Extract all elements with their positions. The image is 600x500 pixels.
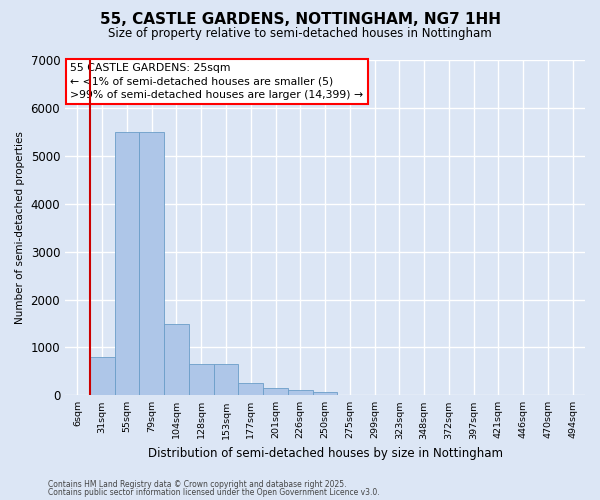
Text: Contains public sector information licensed under the Open Government Licence v3: Contains public sector information licen… — [48, 488, 380, 497]
Bar — [238, 383, 263, 396]
Text: Size of property relative to semi-detached houses in Nottingham: Size of property relative to semi-detach… — [108, 28, 492, 40]
Bar — [139, 132, 164, 396]
Text: 55, CASTLE GARDENS, NOTTINGHAM, NG7 1HH: 55, CASTLE GARDENS, NOTTINGHAM, NG7 1HH — [100, 12, 500, 28]
Y-axis label: Number of semi-detached properties: Number of semi-detached properties — [15, 131, 25, 324]
Bar — [115, 132, 139, 396]
Bar — [164, 324, 189, 396]
Bar — [214, 364, 238, 396]
Bar — [313, 392, 337, 396]
Bar — [263, 388, 288, 396]
Text: 55 CASTLE GARDENS: 25sqm
← <1% of semi-detached houses are smaller (5)
>99% of s: 55 CASTLE GARDENS: 25sqm ← <1% of semi-d… — [70, 64, 364, 100]
X-axis label: Distribution of semi-detached houses by size in Nottingham: Distribution of semi-detached houses by … — [148, 447, 503, 460]
Bar — [189, 364, 214, 396]
Text: Contains HM Land Registry data © Crown copyright and database right 2025.: Contains HM Land Registry data © Crown c… — [48, 480, 347, 489]
Bar — [288, 390, 313, 396]
Bar — [90, 357, 115, 396]
